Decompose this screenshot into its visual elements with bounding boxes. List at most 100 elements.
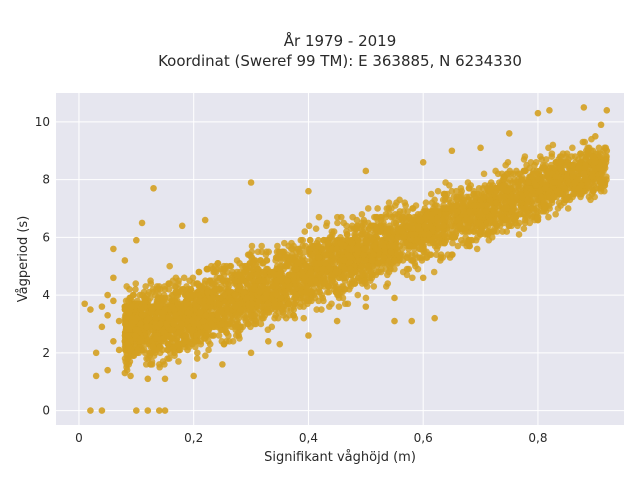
data-point: [321, 260, 329, 267]
data-point: [234, 311, 242, 319]
data-point: [468, 196, 476, 204]
data-point: [541, 161, 549, 169]
data-point: [290, 311, 298, 319]
data-point: [161, 375, 169, 383]
data-point: [473, 245, 481, 253]
data-point: [331, 260, 339, 267]
data-point: [124, 340, 131, 348]
data-point: [163, 346, 171, 354]
data-point: [257, 257, 264, 264]
data-point: [319, 294, 327, 302]
data-point: [362, 294, 370, 302]
data-point: [518, 193, 526, 201]
data-point: [249, 260, 257, 267]
data-point: [243, 280, 250, 287]
data-point: [505, 222, 513, 230]
data-point: [399, 268, 407, 276]
data-point: [153, 300, 160, 308]
data-point: [515, 210, 523, 218]
data-point: [354, 291, 362, 299]
data-point: [128, 303, 135, 310]
data-point: [571, 190, 578, 198]
data-point: [475, 190, 482, 198]
data-point: [486, 216, 494, 224]
data-point: [206, 340, 214, 348]
data-point: [508, 199, 515, 207]
data-point: [365, 262, 372, 270]
data-point: [450, 208, 458, 215]
data-point: [214, 277, 222, 284]
data-point: [405, 222, 413, 230]
data-point: [563, 196, 570, 204]
data-point: [521, 167, 528, 175]
data-point: [458, 187, 465, 195]
data-point: [337, 239, 345, 247]
data-point: [254, 248, 262, 256]
y-tick-label: 6: [42, 230, 50, 244]
data-point: [552, 210, 559, 218]
data-point: [590, 187, 597, 195]
data-point: [457, 236, 465, 244]
data-point: [452, 202, 460, 209]
data-point: [357, 271, 365, 279]
data-point: [496, 219, 504, 227]
data-point: [165, 314, 172, 322]
data-point: [242, 317, 250, 325]
data-point: [330, 228, 338, 235]
data-point: [394, 234, 401, 241]
data-point: [380, 242, 387, 250]
data-point: [511, 216, 519, 224]
data-point: [480, 193, 487, 201]
data-point: [546, 107, 553, 114]
data-point: [180, 274, 188, 282]
data-point: [465, 184, 473, 192]
data-point: [226, 337, 233, 345]
data-point: [417, 239, 425, 247]
data-point: [258, 242, 265, 250]
data-point: [441, 205, 449, 212]
data-point: [184, 309, 191, 316]
data-point: [138, 219, 146, 227]
data-point: [571, 153, 579, 160]
data-point: [98, 407, 106, 414]
data-point: [449, 239, 456, 247]
data-point: [98, 323, 106, 331]
data-point: [310, 260, 318, 267]
data-point: [110, 297, 117, 305]
data-point: [326, 303, 333, 310]
data-point: [520, 156, 528, 163]
data-point: [564, 205, 572, 212]
data-point: [500, 205, 508, 212]
data-point: [130, 291, 137, 299]
data-point: [456, 222, 463, 230]
data-point: [483, 202, 491, 209]
data-point: [187, 335, 194, 342]
data-point: [123, 283, 130, 290]
data-point: [319, 265, 326, 273]
data-point: [247, 179, 255, 186]
data-point: [209, 280, 217, 287]
data-point: [158, 309, 166, 316]
data-point: [104, 366, 111, 374]
data-point: [527, 158, 535, 166]
data-point: [383, 234, 390, 241]
scatter-points: [81, 104, 611, 414]
data-point: [189, 291, 196, 299]
data-point: [258, 303, 265, 310]
data-point: [524, 179, 532, 186]
data-point: [380, 219, 387, 227]
data-point: [247, 311, 255, 319]
data-point: [577, 193, 584, 201]
data-point: [414, 254, 421, 261]
data-point: [323, 219, 331, 227]
data-point: [147, 277, 154, 284]
data-point: [172, 311, 179, 319]
data-point: [378, 213, 385, 221]
data-point: [362, 280, 369, 287]
data-point: [526, 219, 534, 227]
data-point: [448, 147, 456, 155]
data-point: [598, 176, 605, 183]
data-point: [603, 147, 611, 155]
data-point: [140, 346, 148, 354]
data-point: [131, 332, 139, 339]
